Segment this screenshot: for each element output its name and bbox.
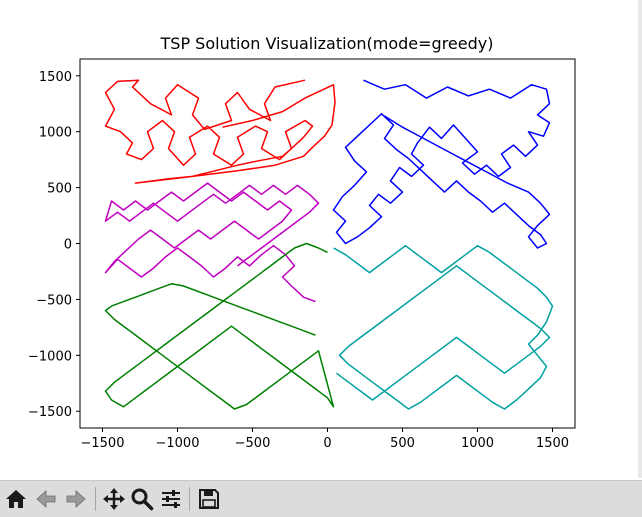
navigation-toolbar: [0, 480, 642, 517]
toolbar-separator: [95, 487, 96, 511]
home-icon: [6, 490, 26, 508]
chart-title: TSP Solution Visualization(mode=greedy): [160, 34, 494, 53]
y-tick-label: −500: [36, 293, 72, 308]
arrow-left-icon: [36, 490, 56, 508]
pan-button[interactable]: [100, 485, 128, 513]
configure-button[interactable]: [157, 485, 185, 513]
move-icon: [103, 488, 125, 510]
tour-line-1: [104, 79, 336, 184]
x-tick-label: 1500: [536, 436, 569, 451]
x-tick-label: 500: [390, 436, 415, 451]
forward-button[interactable]: [62, 485, 90, 513]
y-axis: −1500 −1000 −500 0 500 1000 1500: [28, 70, 80, 420]
tour-line-4: [333, 244, 554, 410]
y-tick-label: 500: [47, 182, 72, 197]
magnifier-icon: [131, 488, 154, 511]
y-tick-label: 1500: [39, 70, 72, 85]
arrow-right-icon: [66, 490, 86, 508]
x-tick-label: −1000: [156, 436, 200, 451]
sliders-icon: [162, 490, 180, 508]
tour-line-2: [332, 79, 551, 249]
home-button[interactable]: [2, 485, 30, 513]
axes-frame: [79, 58, 576, 429]
x-tick-label: −1500: [81, 436, 125, 451]
x-axis: −1500 −1000 −500 0 500 1000 1500: [81, 428, 569, 451]
back-button[interactable]: [32, 485, 60, 513]
tour-line-3: [104, 182, 320, 303]
y-tick-label: 1000: [39, 126, 72, 141]
zoom-button[interactable]: [128, 485, 156, 513]
toolbar-separator: [189, 487, 190, 511]
y-tick-label: −1000: [28, 349, 72, 364]
tour-line-5: [104, 242, 335, 410]
chart[interactable]: TSP Solution Visualization(mode=greedy) …: [0, 0, 642, 478]
y-tick-label: 0: [64, 238, 72, 253]
figure-canvas: TSP Solution Visualization(mode=greedy) …: [0, 0, 642, 478]
save-button[interactable]: [195, 485, 223, 513]
y-tick-label: −1500: [28, 405, 72, 420]
x-tick-label: −500: [235, 436, 271, 451]
x-tick-label: 0: [323, 436, 331, 451]
window-edge: [638, 0, 642, 478]
x-tick-label: 1000: [461, 436, 494, 451]
plot-series-group: [104, 79, 554, 410]
floppy-icon: [199, 489, 219, 509]
